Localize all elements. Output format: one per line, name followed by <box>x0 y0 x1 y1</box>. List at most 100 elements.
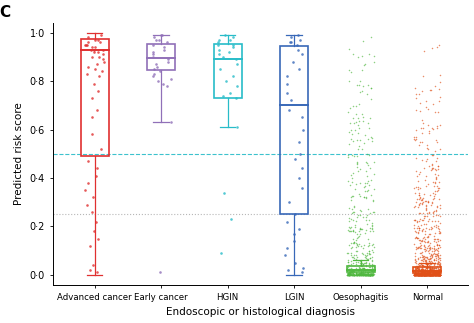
Point <box>365 272 373 277</box>
Point <box>416 272 424 277</box>
Point <box>432 272 440 277</box>
Point <box>414 187 422 192</box>
Point <box>411 272 419 277</box>
Point <box>361 194 368 199</box>
Point <box>432 207 439 213</box>
Point <box>430 261 438 266</box>
Point <box>424 272 432 277</box>
Point <box>426 245 433 250</box>
Point <box>432 174 440 180</box>
Point <box>431 270 438 276</box>
Point <box>433 208 440 213</box>
Point <box>423 145 431 151</box>
Point <box>370 172 377 177</box>
Point <box>430 272 438 277</box>
Point <box>423 270 431 275</box>
Point <box>428 166 436 171</box>
Point <box>348 255 356 260</box>
Point <box>413 264 420 269</box>
Point <box>347 272 355 277</box>
Point <box>415 272 423 277</box>
Point <box>416 194 423 199</box>
Point <box>422 271 429 276</box>
Point <box>411 272 419 277</box>
Point <box>423 271 430 276</box>
Point <box>418 157 426 162</box>
Point <box>358 111 366 117</box>
Point <box>419 268 426 273</box>
Point <box>428 266 436 271</box>
Point <box>358 272 365 277</box>
Point <box>421 255 429 260</box>
Point <box>365 272 373 277</box>
Point <box>363 159 370 164</box>
Point <box>410 272 418 277</box>
Point <box>364 137 372 142</box>
Point <box>435 186 442 191</box>
Point <box>348 131 356 137</box>
Point <box>351 272 358 277</box>
Point <box>426 272 434 277</box>
Point <box>365 51 373 57</box>
Point <box>346 272 354 277</box>
Point <box>425 272 432 277</box>
Point <box>435 271 442 276</box>
Point <box>362 271 370 276</box>
Point <box>431 261 438 266</box>
Point <box>435 269 442 274</box>
Point <box>352 270 360 276</box>
Point <box>426 272 433 277</box>
Point <box>361 272 368 277</box>
Point <box>358 53 366 58</box>
Point <box>418 272 425 277</box>
Point <box>91 47 98 52</box>
Point <box>433 272 441 277</box>
Point <box>433 270 440 276</box>
Point <box>428 254 435 259</box>
Point <box>426 266 433 272</box>
Point <box>422 255 430 260</box>
Point <box>348 211 356 216</box>
Point <box>411 272 419 277</box>
Point <box>423 271 431 276</box>
Point <box>368 272 376 277</box>
Point <box>418 272 425 277</box>
Point <box>232 57 240 62</box>
Point <box>354 271 362 276</box>
Point <box>432 272 440 277</box>
Point <box>412 263 419 268</box>
Point <box>425 271 433 276</box>
Point <box>413 271 420 276</box>
Point <box>424 218 431 223</box>
Point <box>417 269 425 275</box>
Point <box>365 252 373 257</box>
Point <box>430 266 438 271</box>
X-axis label: Endoscopic or histological diagnosis: Endoscopic or histological diagnosis <box>166 307 356 318</box>
Point <box>422 247 430 252</box>
Point <box>229 45 237 50</box>
Point <box>357 208 365 214</box>
Point <box>369 198 376 203</box>
Point <box>366 272 374 277</box>
Point <box>414 272 422 277</box>
Point <box>344 227 351 233</box>
Point <box>410 218 418 223</box>
Point <box>425 271 432 276</box>
Point <box>355 125 363 130</box>
Point <box>426 272 434 277</box>
Point <box>425 272 433 277</box>
Point <box>347 258 355 263</box>
Point <box>84 159 92 164</box>
Point <box>89 115 96 120</box>
Point <box>349 104 357 109</box>
Point <box>346 228 354 233</box>
Point <box>345 272 353 277</box>
Point <box>430 271 438 276</box>
Point <box>424 265 431 270</box>
Point <box>419 272 426 277</box>
Point <box>418 272 426 277</box>
Point <box>364 272 372 277</box>
Point <box>427 87 434 92</box>
Point <box>423 272 431 277</box>
Point <box>417 272 424 277</box>
